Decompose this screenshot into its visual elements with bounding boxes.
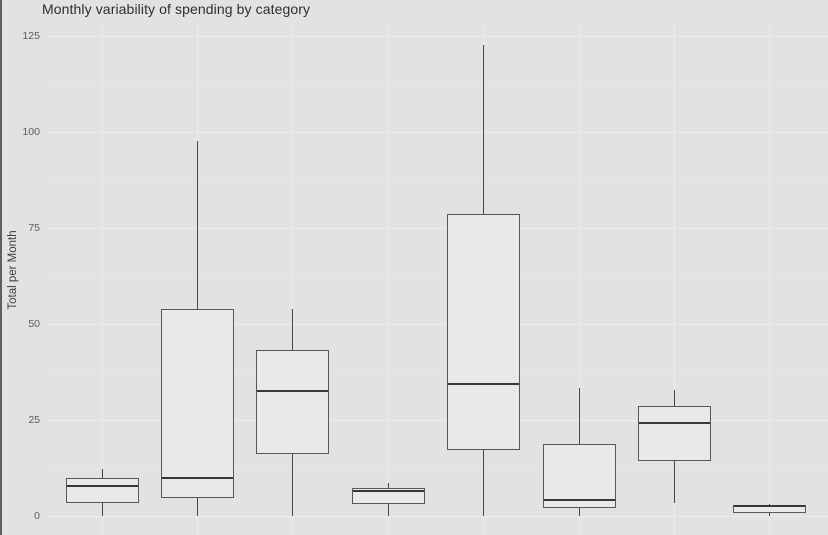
y-tick-label: 100 [22,125,40,138]
minor-gridline [47,372,828,374]
major-gridline [47,324,828,326]
window-left-border [0,0,2,535]
box-iqr [638,406,711,461]
major-gridline [47,516,828,518]
median-line [448,382,520,385]
minor-gridline [47,180,828,182]
median-line [543,499,615,502]
median-line [162,476,233,479]
box-iqr [65,477,139,503]
box-iqr [256,350,330,455]
major-gridline [47,36,828,38]
major-gridline [47,132,828,134]
median-line [66,485,138,488]
box-iqr [161,308,234,499]
y-tick-label: 125 [22,29,40,42]
y-axis-title: Total per Month [7,230,19,310]
major-gridline [47,420,828,422]
box-iqr [447,214,521,451]
median-line [734,504,806,507]
y-tick-label: 50 [28,317,40,330]
category-gridline [769,24,771,535]
minor-gridline [47,276,828,278]
median-line [352,490,424,492]
category-gridline [387,24,389,535]
y-tick-label: 25 [28,413,40,426]
major-gridline [47,228,828,230]
median-line [257,390,329,393]
category-gridline [101,24,103,535]
category-gridline [674,24,675,535]
y-tick-label: 0 [34,509,40,522]
median-line [639,422,710,424]
y-tick-label: 75 [28,221,40,234]
category-gridline [292,24,294,535]
chart-title: Monthly variability of spending by categ… [42,1,311,17]
box-iqr [542,444,616,509]
minor-gridline [47,468,828,470]
minor-gridline [47,84,828,86]
category-gridline [578,24,580,535]
